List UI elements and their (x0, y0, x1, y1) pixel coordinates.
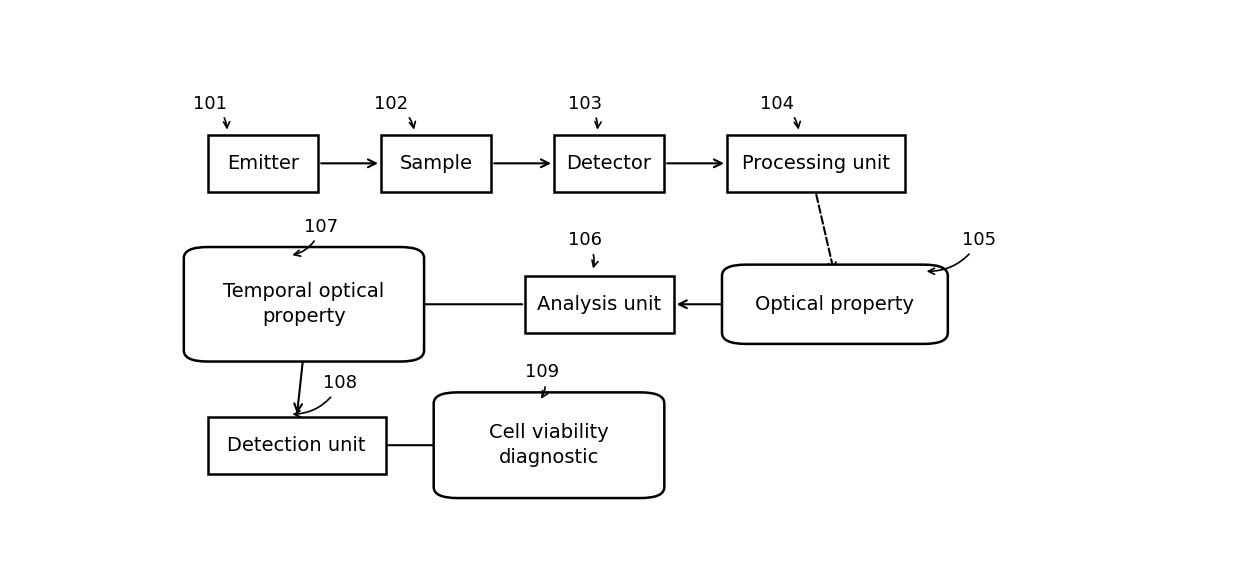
Text: 108: 108 (294, 374, 357, 417)
FancyBboxPatch shape (208, 135, 319, 192)
FancyBboxPatch shape (722, 265, 947, 344)
Text: 102: 102 (374, 95, 415, 128)
Text: Detection unit: Detection unit (227, 436, 366, 455)
Text: Cell viability
diagnostic: Cell viability diagnostic (489, 423, 609, 467)
Text: Detector: Detector (567, 154, 651, 173)
FancyBboxPatch shape (381, 135, 491, 192)
FancyBboxPatch shape (525, 276, 675, 333)
FancyBboxPatch shape (554, 135, 665, 192)
FancyBboxPatch shape (434, 392, 665, 498)
Text: Analysis unit: Analysis unit (537, 295, 661, 314)
FancyBboxPatch shape (184, 247, 424, 362)
Text: 103: 103 (568, 95, 603, 128)
Text: 104: 104 (760, 95, 800, 128)
Text: Processing unit: Processing unit (742, 154, 889, 173)
Text: 101: 101 (193, 95, 229, 128)
FancyBboxPatch shape (727, 135, 905, 192)
Text: 105: 105 (929, 231, 997, 275)
Text: 109: 109 (525, 363, 559, 398)
Text: Temporal optical
property: Temporal optical property (223, 282, 384, 326)
Text: Sample: Sample (399, 154, 472, 173)
Text: Optical property: Optical property (755, 295, 914, 314)
FancyBboxPatch shape (208, 416, 386, 474)
Text: 107: 107 (294, 218, 339, 256)
Text: Emitter: Emitter (227, 154, 299, 173)
Text: 106: 106 (568, 231, 603, 267)
